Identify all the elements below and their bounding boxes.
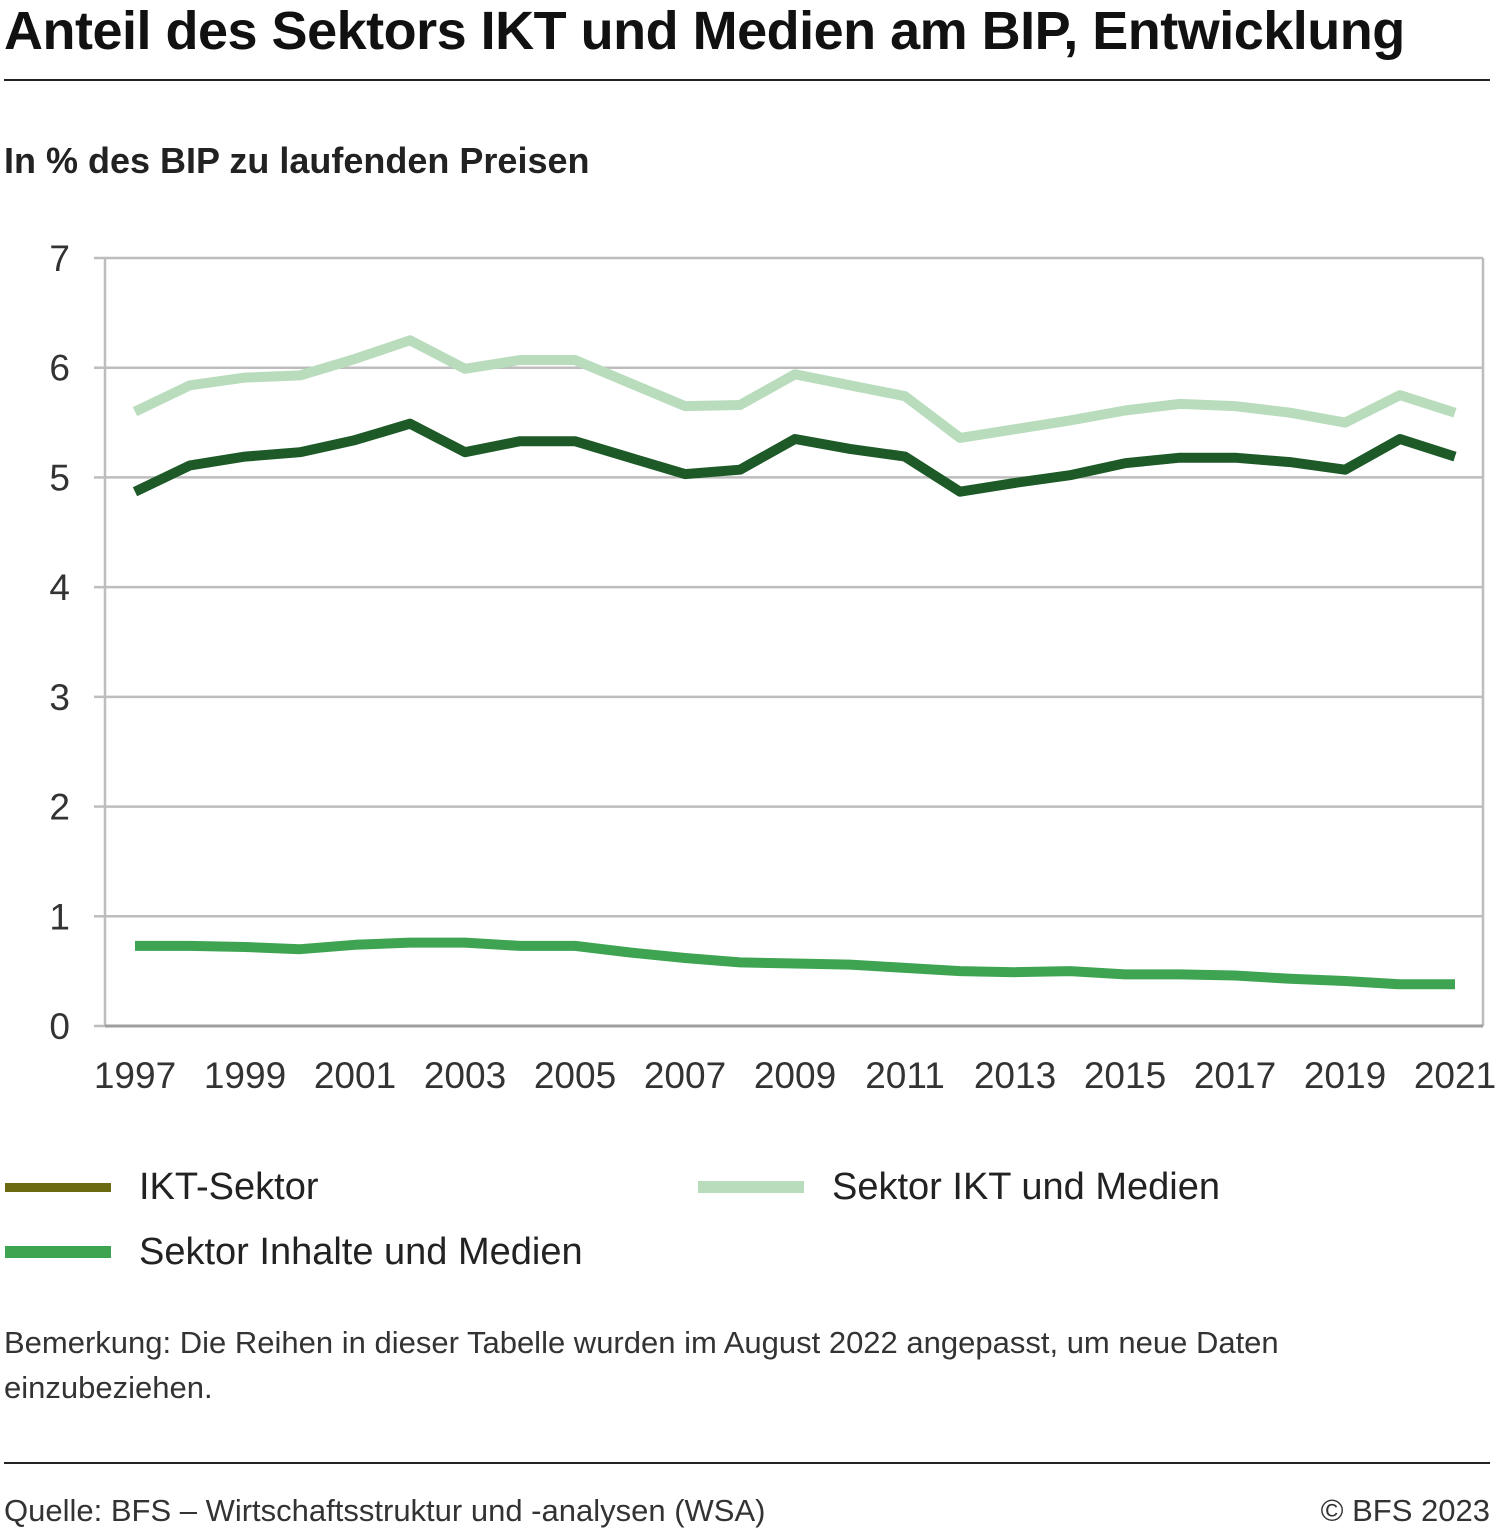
- x-tick-label-2017: 2017: [1194, 1055, 1276, 1096]
- top-divider: [4, 79, 1490, 81]
- source-text: Quelle: BFS – Wirtschaftsstruktur und -a…: [4, 1493, 766, 1528]
- chart-subtitle: In % des BIP zu laufenden Preisen: [4, 140, 590, 181]
- y-tick-label-4: 4: [49, 567, 70, 608]
- y-tick-label-1: 1: [49, 896, 70, 937]
- legend-item-ikt-sektor: IKT-Sektor: [5, 1162, 319, 1212]
- y-tick-label-2: 2: [49, 787, 70, 828]
- y-tick-label-3: 3: [49, 677, 70, 718]
- x-tick-label-2011: 2011: [865, 1055, 945, 1096]
- series-line-ikt-sektor: [132, 418, 1457, 497]
- x-tick-label-2007: 2007: [644, 1055, 726, 1096]
- x-tick-label-2003: 2003: [424, 1055, 506, 1096]
- series-line-sektor-ikt-und-medien: [132, 335, 1457, 443]
- y-tick-label-7: 7: [49, 238, 70, 279]
- legend-swatch-ikt-sektor: [5, 1182, 111, 1192]
- x-tick-label-1999: 1999: [204, 1055, 286, 1096]
- chart-note: Bemerkung: Die Reihen in dieser Tabelle …: [4, 1325, 1279, 1405]
- x-tick-label-2015: 2015: [1084, 1055, 1166, 1096]
- legend-swatch-sektor-ikt-und-medien: [698, 1181, 804, 1193]
- legend-label-ikt-sektor: IKT-Sektor: [139, 1165, 319, 1208]
- x-tick-label-2001: 2001: [314, 1055, 396, 1096]
- line-chart: 0 1 2 3 4 5 6 7 1997 1999 2001 2003 2005 2007 2009 2011…: [49, 238, 1496, 1096]
- x-tick-label-2019: 2019: [1304, 1055, 1386, 1096]
- y-tick-label-6: 6: [49, 348, 70, 389]
- legend-label-sektor-inhalte-und-medien: Sektor Inhalte und Medien: [139, 1230, 583, 1273]
- legend-item-sektor-inhalte-und-medien: Sektor Inhalte und Medien: [5, 1227, 583, 1277]
- x-tick-label-2021: 2021: [1414, 1055, 1496, 1096]
- legend-label-sektor-ikt-und-medien: Sektor IKT und Medien: [832, 1165, 1220, 1208]
- legend-item-sektor-ikt-und-medien: Sektor IKT und Medien: [698, 1162, 1220, 1212]
- legend-swatch-sektor-inhalte-und-medien: [5, 1246, 111, 1258]
- y-tick-label-0: 0: [49, 1006, 70, 1047]
- y-tick-label-5: 5: [49, 457, 70, 498]
- x-tick-label-2005: 2005: [534, 1055, 616, 1096]
- copyright-text: © BFS 2023: [1320, 1493, 1490, 1528]
- bottom-divider: [4, 1462, 1490, 1464]
- x-tick-label-1997: 1997: [94, 1055, 176, 1096]
- x-tick-label-2013: 2013: [974, 1055, 1056, 1096]
- x-tick-label-2009: 2009: [754, 1055, 836, 1096]
- page-title: Anteil des Sektors IKT und Medien am BIP…: [4, 1, 1405, 61]
